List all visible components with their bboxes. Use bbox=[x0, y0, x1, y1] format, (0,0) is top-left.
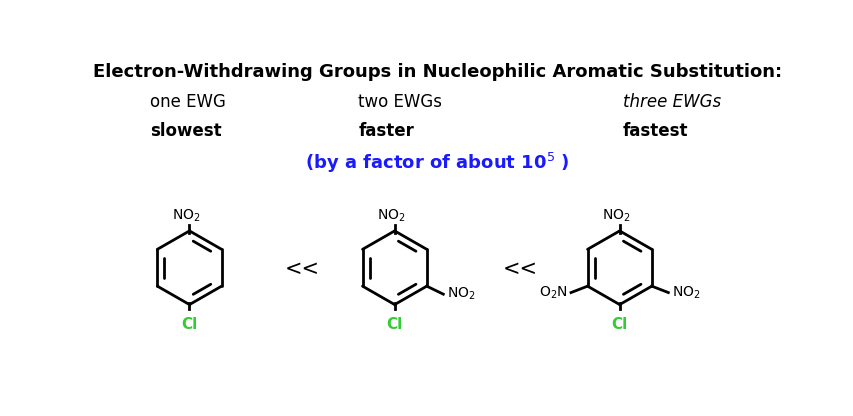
Text: NO$_2$: NO$_2$ bbox=[376, 208, 405, 225]
Text: NO$_2$: NO$_2$ bbox=[171, 208, 200, 225]
Text: <<: << bbox=[502, 259, 537, 279]
Text: Electron-Withdrawing Groups in Nucleophilic Aromatic Substitution:: Electron-Withdrawing Groups in Nucleophi… bbox=[93, 63, 781, 81]
Text: (by a factor of about 10$^5$ ): (by a factor of about 10$^5$ ) bbox=[305, 151, 569, 175]
Text: three EWGs: three EWGs bbox=[623, 93, 720, 111]
Text: <<: << bbox=[284, 259, 319, 279]
Text: Cl: Cl bbox=[386, 317, 403, 332]
Text: fastest: fastest bbox=[623, 122, 688, 140]
Text: O$_2$N: O$_2$N bbox=[538, 285, 567, 301]
Text: one EWG: one EWG bbox=[149, 93, 225, 111]
Text: NO$_2$: NO$_2$ bbox=[446, 286, 475, 302]
Text: two EWGs: two EWGs bbox=[358, 93, 442, 111]
Text: slowest: slowest bbox=[149, 122, 221, 140]
Text: Cl: Cl bbox=[181, 317, 197, 332]
Text: Cl: Cl bbox=[611, 317, 627, 332]
Text: NO$_2$: NO$_2$ bbox=[601, 208, 630, 225]
Text: NO$_2$: NO$_2$ bbox=[670, 285, 699, 301]
Text: faster: faster bbox=[358, 122, 414, 140]
